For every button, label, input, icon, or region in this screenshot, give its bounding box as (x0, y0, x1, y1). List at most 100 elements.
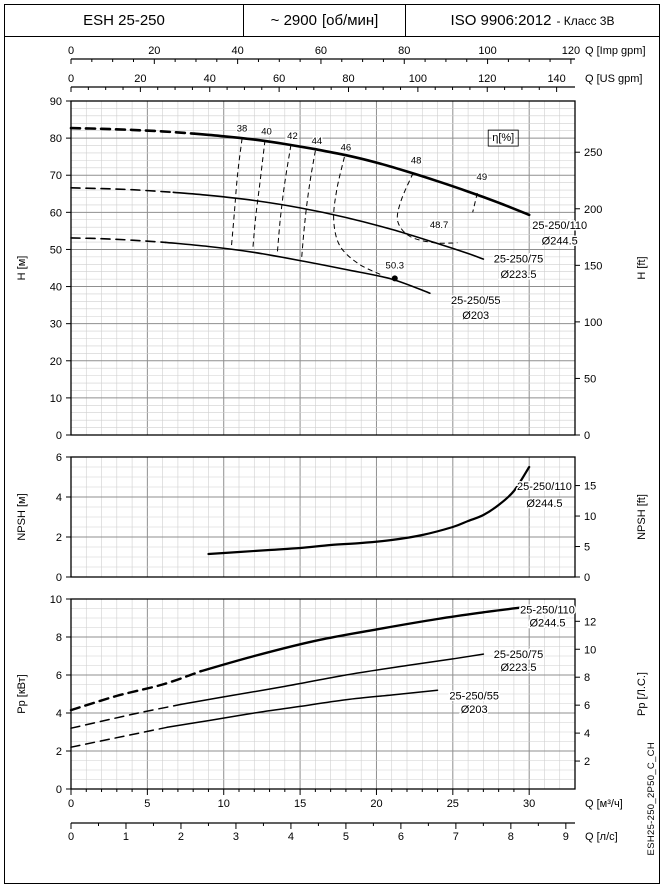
svg-text:140: 140 (547, 73, 565, 85)
svg-text:0: 0 (56, 572, 62, 584)
svg-text:20: 20 (148, 45, 160, 57)
svg-text:20: 20 (134, 73, 146, 85)
svg-text:30: 30 (523, 798, 535, 810)
svg-text:H [ft]: H [ft] (636, 256, 648, 279)
svg-text:10: 10 (50, 393, 62, 405)
svg-text:0: 0 (584, 430, 590, 442)
svg-text:Ø223.5: Ø223.5 (500, 269, 536, 281)
svg-text:100: 100 (409, 73, 427, 85)
svg-text:120: 120 (562, 45, 580, 57)
pump-model-label: ESH 25-250 (83, 12, 165, 29)
svg-text:η[%]: η[%] (492, 132, 514, 144)
svg-text:25-250/75: 25-250/75 (494, 253, 544, 265)
svg-text:Ø203: Ø203 (462, 310, 489, 322)
svg-text:70: 70 (50, 170, 62, 182)
svg-text:60: 60 (273, 73, 285, 85)
svg-text:Q [м³/ч]: Q [м³/ч] (585, 798, 623, 810)
standard: ISO 9906:2012 - Класс 3В (405, 5, 659, 36)
svg-text:8: 8 (56, 632, 62, 644)
svg-text:40: 40 (261, 126, 272, 137)
svg-text:46: 46 (341, 142, 352, 153)
svg-text:60: 60 (315, 45, 327, 57)
svg-text:4: 4 (584, 728, 590, 740)
svg-text:15: 15 (294, 798, 306, 810)
svg-text:0: 0 (56, 430, 62, 442)
svg-text:Pр [кВт]: Pр [кВт] (16, 674, 28, 713)
svg-text:6: 6 (56, 670, 62, 682)
svg-text:Ø223.5: Ø223.5 (500, 662, 536, 674)
svg-text:Q [US gpm]: Q [US gpm] (585, 73, 642, 85)
standard-class: - Класс 3В (556, 13, 615, 28)
header: ESH 25-250 ~ 2900 [об/мин] ISO 9906:2012… (5, 5, 659, 37)
svg-text:6: 6 (584, 700, 590, 712)
svg-text:48: 48 (411, 156, 422, 167)
npsh-chart: 0 2 4 6 0 5 10 15 NPSH [м] NPSH [ft] 25-250/110 Ø24… (16, 452, 648, 584)
svg-text:150: 150 (584, 260, 602, 272)
svg-text:Ø203: Ø203 (461, 704, 488, 716)
svg-text:80: 80 (398, 45, 410, 57)
svg-text:6: 6 (398, 831, 404, 843)
drawing-code: ESH25-250_2P50_C_CH (646, 741, 657, 855)
svg-text:0: 0 (68, 798, 74, 810)
svg-text:25-250/55: 25-250/55 (449, 691, 499, 703)
svg-text:25-250/110: 25-250/110 (520, 604, 575, 616)
svg-text:Ø244.5: Ø244.5 (526, 498, 562, 510)
svg-text:60: 60 (50, 207, 62, 219)
svg-text:4: 4 (288, 831, 294, 843)
svg-text:15: 15 (584, 481, 596, 493)
svg-text:NPSH [ft]: NPSH [ft] (636, 494, 648, 540)
svg-text:2: 2 (56, 746, 62, 758)
svg-text:0: 0 (68, 45, 74, 57)
svg-text:20: 20 (50, 356, 62, 368)
svg-text:40: 40 (204, 73, 216, 85)
svg-text:10: 10 (218, 798, 230, 810)
svg-text:80: 80 (342, 73, 354, 85)
svg-text:48.7: 48.7 (430, 220, 449, 231)
svg-text:Q [л/с]: Q [л/с] (585, 831, 618, 843)
svg-text:8: 8 (584, 672, 590, 684)
svg-text:250: 250 (584, 147, 602, 159)
svg-text:25-250/75: 25-250/75 (494, 649, 544, 661)
svg-text:10: 10 (584, 644, 596, 656)
svg-text:38: 38 (237, 123, 248, 134)
svg-text:12: 12 (584, 616, 596, 628)
svg-text:8: 8 (508, 831, 514, 843)
svg-text:44: 44 (312, 136, 323, 147)
svg-text:3: 3 (233, 831, 239, 843)
svg-text:90: 90 (50, 96, 62, 108)
svg-text:0: 0 (68, 831, 74, 843)
svg-text:2: 2 (178, 831, 184, 843)
svg-text:9: 9 (563, 831, 569, 843)
svg-text:2: 2 (56, 532, 62, 544)
svg-text:25-250/110: 25-250/110 (517, 481, 572, 493)
speed-value: ~ 2900 (270, 12, 317, 29)
svg-text:6: 6 (56, 452, 62, 464)
standard-name: ISO 9906:2012 (450, 12, 552, 29)
svg-text:0: 0 (56, 784, 62, 796)
svg-text:5: 5 (144, 798, 150, 810)
svg-text:50.3: 50.3 (386, 261, 405, 272)
svg-text:40: 40 (50, 282, 62, 294)
speed-unit: [об/мин] (321, 12, 379, 29)
svg-text:120: 120 (478, 73, 496, 85)
svg-text:Ø244.5: Ø244.5 (529, 618, 565, 630)
svg-text:40: 40 (232, 45, 244, 57)
svg-text:200: 200 (584, 204, 602, 216)
svg-text:50: 50 (50, 244, 62, 256)
svg-text:20: 20 (370, 798, 382, 810)
svg-text:Q [Imp gpm]: Q [Imp gpm] (585, 45, 646, 57)
svg-text:0: 0 (584, 572, 590, 584)
svg-text:10: 10 (584, 511, 596, 523)
svg-text:80: 80 (50, 133, 62, 145)
svg-text:4: 4 (56, 492, 62, 504)
svg-text:NPSH [м]: NPSH [м] (16, 493, 28, 540)
svg-text:0: 0 (68, 73, 74, 85)
svg-text:50: 50 (584, 373, 596, 385)
svg-text:5: 5 (343, 831, 349, 843)
svg-text:10: 10 (50, 594, 62, 606)
svg-text:25: 25 (447, 798, 459, 810)
svg-text:Ø244.5: Ø244.5 (542, 236, 578, 248)
svg-text:5: 5 (584, 542, 590, 554)
